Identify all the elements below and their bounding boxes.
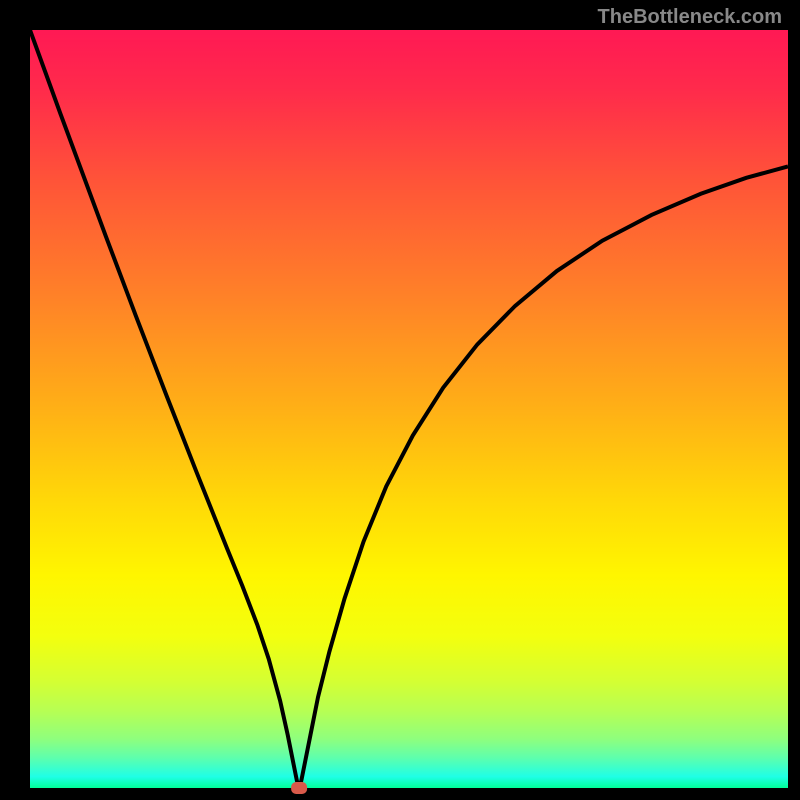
chart-background-gradient bbox=[30, 30, 788, 788]
bottleneck-chart bbox=[0, 0, 800, 800]
chart-container: TheBottleneck.com bbox=[0, 0, 800, 800]
watermark-text: TheBottleneck.com bbox=[598, 6, 782, 29]
minimum-marker bbox=[291, 782, 307, 794]
